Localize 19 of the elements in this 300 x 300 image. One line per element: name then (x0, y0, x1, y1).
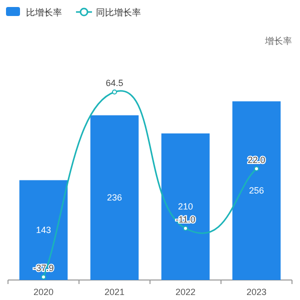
data-label: -11.0 (176, 214, 196, 224)
data-label: 22.0 (248, 154, 266, 165)
text: 增长率 (264, 36, 292, 46)
data-label: 210 (178, 202, 194, 212)
bar (19, 180, 68, 280)
data-label: 143 (36, 225, 52, 236)
data-label: 236 (106, 192, 122, 203)
x-tick-label: 2023 (246, 287, 267, 297)
bar (90, 115, 139, 280)
x-tick-label: 2022 (175, 287, 196, 297)
bar (232, 101, 281, 280)
data-label: 64.5 (106, 78, 124, 88)
bar (161, 133, 210, 280)
legend-label: 同比增长率 (96, 8, 141, 18)
legend-label: 比增长率 (26, 8, 62, 18)
data-label: -37.9 (33, 263, 54, 273)
x-tick-label: 2020 (33, 287, 54, 297)
data-label: 256 (248, 186, 264, 196)
x-tick-label: 2021 (104, 287, 125, 297)
